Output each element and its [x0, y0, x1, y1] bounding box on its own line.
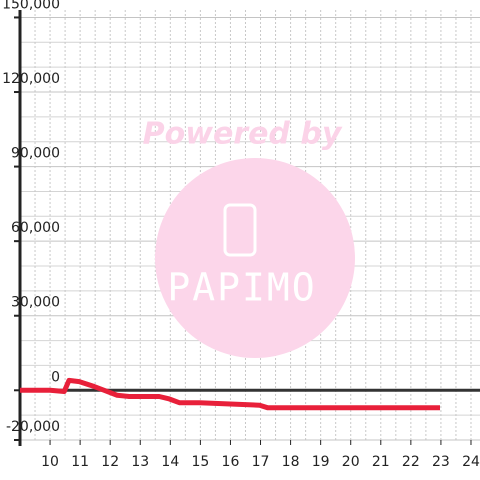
x-tick-label: 18	[282, 454, 300, 470]
y-tick-label: 0	[51, 369, 60, 385]
watermark-logo: PAPIMO	[167, 266, 316, 310]
y-tick-label: 150,000	[2, 0, 60, 12]
x-tick-label: 14	[161, 454, 179, 470]
x-tick-label: 24	[462, 454, 480, 470]
x-tick-label: 11	[71, 454, 89, 470]
x-tick-label: 17	[252, 454, 270, 470]
y-tick-label: 60,000	[11, 220, 60, 236]
x-tick-label: 21	[372, 454, 390, 470]
x-tick-label: 13	[131, 454, 149, 470]
y-tick-label: -20,000	[6, 419, 60, 435]
y-tick-label: 30,000	[11, 295, 60, 311]
watermark-phone	[223, 203, 257, 257]
x-tick-label: 12	[101, 454, 119, 470]
watermark-text: Powered by	[143, 117, 343, 152]
x-tick-label: 15	[191, 454, 209, 470]
x-tick-label: 19	[312, 454, 330, 470]
y-tick-label: 90,000	[11, 146, 60, 162]
watermark-circle	[155, 158, 355, 358]
x-tick-label: 16	[222, 454, 240, 470]
x-tick-label: 22	[402, 454, 420, 470]
x-tick-label: 20	[342, 454, 360, 470]
x-tick-label: 10	[41, 454, 59, 470]
data-line	[20, 377, 441, 411]
x-tick-label: 23	[432, 454, 450, 470]
y-tick-label: 120,000	[2, 71, 60, 87]
